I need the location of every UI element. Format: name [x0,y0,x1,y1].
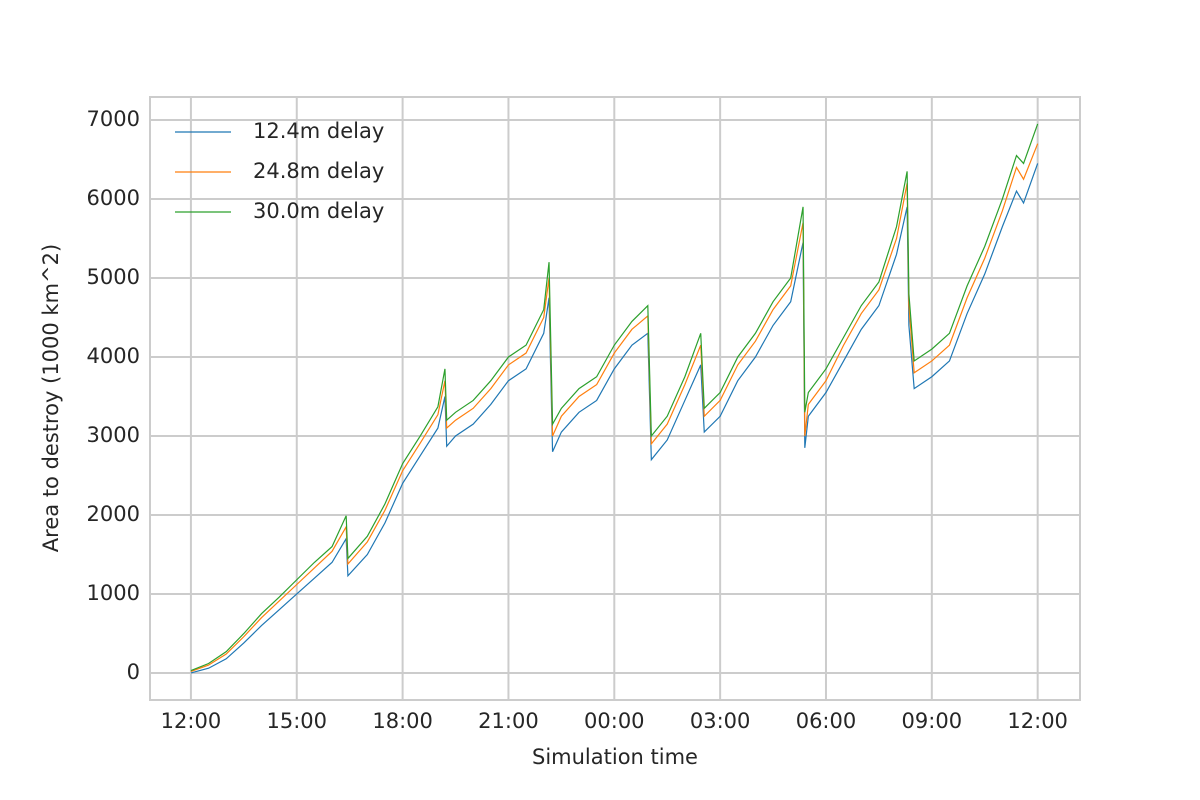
y-tick-label: 3000 [87,423,140,447]
x-tick-label: 18:00 [372,709,433,733]
x-tick-label: 15:00 [267,709,328,733]
x-tick-label: 06:00 [796,709,857,733]
x-tick-label: 09:00 [902,709,963,733]
legend-label: 12.4m delay [253,119,384,143]
y-tick-label: 6000 [87,186,140,210]
y-tick-label: 2000 [87,502,140,526]
y-tick-label: 0 [127,660,140,684]
x-tick-label: 12:00 [1007,709,1068,733]
legend-label: 30.0m delay [253,199,384,223]
y-tick-label: 7000 [87,107,140,131]
x-tick-label: 03:00 [690,709,751,733]
x-tick-label: 00:00 [584,709,645,733]
y-tick-label: 5000 [87,265,140,289]
data-line [190,123,1039,672]
legend-label: 24.8m delay [253,159,384,183]
plot-frame [149,96,1081,701]
x-tick-label: 21:00 [478,709,539,733]
x-tick-label: 12:00 [161,709,222,733]
y-axis-label: Area to destroy (1000 km^2) [39,244,63,552]
x-axis-label: Simulation time [532,745,698,769]
y-tick-label: 1000 [87,581,140,605]
y-tick-label: 4000 [87,344,140,368]
